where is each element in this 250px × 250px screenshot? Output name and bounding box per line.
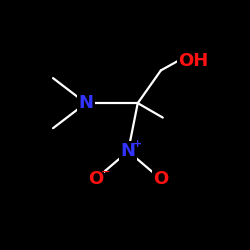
- Text: N: N: [78, 94, 93, 112]
- Text: +: +: [133, 138, 142, 148]
- Text: OH: OH: [178, 52, 208, 70]
- Text: N: N: [120, 142, 136, 160]
- Text: O: O: [153, 170, 168, 188]
- Text: −: −: [101, 166, 111, 176]
- Text: O: O: [88, 170, 103, 188]
